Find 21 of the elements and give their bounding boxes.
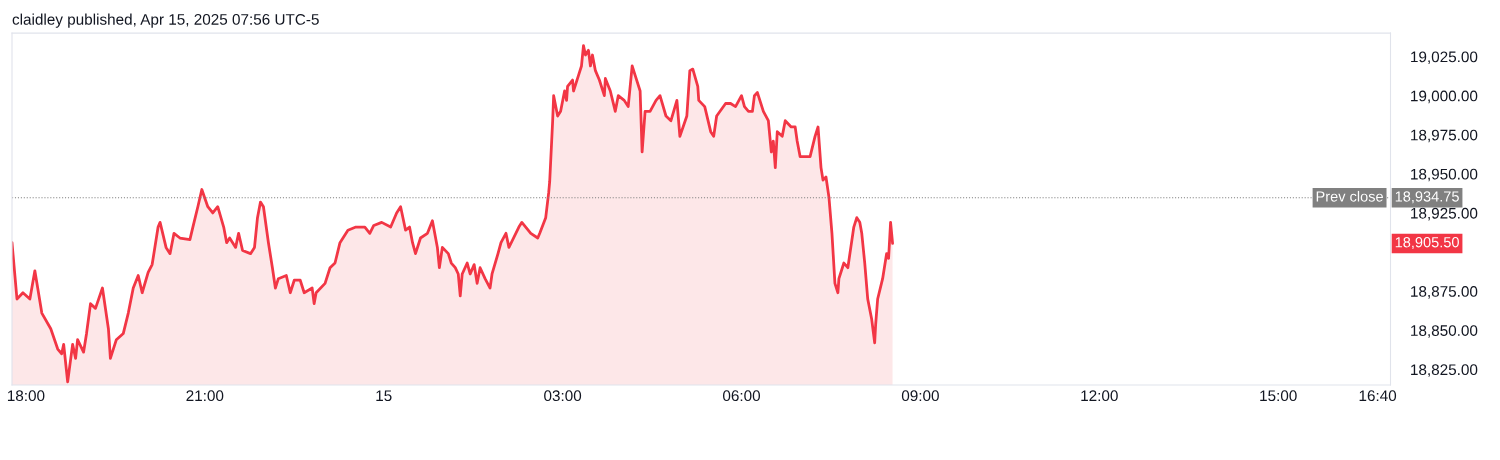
x-tick-label: 21:00 — [186, 390, 224, 402]
y-tick-label: 19,000.00 — [1411, 90, 1478, 104]
x-tick-label: 18:00 — [7, 390, 45, 402]
text: 18,934.75 — [1395, 191, 1459, 204]
x-tick-label: 03:00 — [544, 390, 582, 402]
y-tick-label: 19,025.00 — [1411, 51, 1478, 65]
x-tick-label: 15 — [376, 390, 392, 402]
x-tick-label: 16:40 — [1359, 390, 1397, 402]
y-tick-label: 18,950.00 — [1411, 168, 1478, 182]
x-tick-label: 15:00 — [1260, 390, 1297, 402]
ref-line-label: Prev close — [1316, 190, 1383, 202]
y-tick-label: 18,850.00 — [1411, 325, 1478, 338]
y-tick-label: 18,925.00 — [1411, 207, 1478, 221]
y-tick-label: 18,875.00 — [1411, 286, 1478, 299]
y-tick-label: 18,825.00 — [1411, 364, 1478, 377]
x-tick-label: 12:00 — [1081, 390, 1118, 402]
chart-title: claidley published, Apr 15, 2025 07:56 UTC-5 — [12, 13, 319, 28]
text: 18,905.50 — [1395, 237, 1459, 250]
x-tick-label: 06:00 — [722, 390, 761, 402]
x-tick-label: 09:00 — [901, 390, 939, 402]
y-tick-label: 18,975.00 — [1411, 129, 1478, 143]
